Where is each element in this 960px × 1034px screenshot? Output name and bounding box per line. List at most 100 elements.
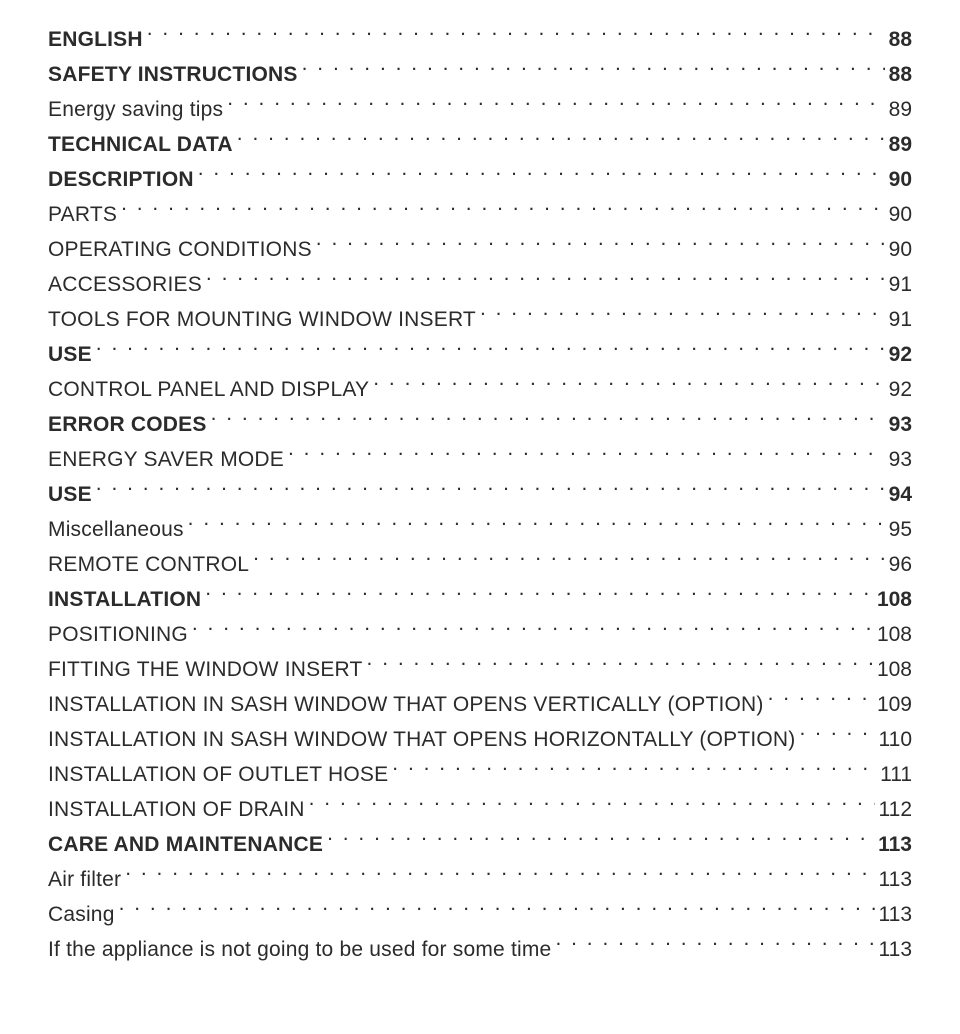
- toc-entry-page: 93: [889, 442, 912, 477]
- dot-leaders: [373, 375, 884, 396]
- toc-row: ERROR CODES 93: [48, 407, 912, 442]
- toc-entry-page: 112: [879, 792, 912, 827]
- toc-entry-page: 89: [889, 127, 912, 162]
- toc-row: PARTS 90: [48, 197, 912, 232]
- toc-row: Energy saving tips 89: [48, 92, 912, 127]
- toc-entry-label: Miscellaneous: [48, 512, 184, 547]
- toc-entry-label: ERROR CODES: [48, 407, 207, 442]
- toc-entry-label: CONTROL PANEL AND DISPLAY: [48, 372, 369, 407]
- dot-leaders: [367, 655, 873, 676]
- toc-entry-page: 94: [889, 477, 912, 512]
- toc-row: SAFETY INSTRUCTIONS 88: [48, 57, 912, 92]
- toc-entry-label: TOOLS FOR MOUNTING WINDOW INSERT: [48, 302, 476, 337]
- toc-entry-label: ACCESSORIES: [48, 267, 202, 302]
- toc-entry-page: 108: [877, 582, 912, 617]
- toc-row: INSTALLATION IN SASH WINDOW THAT OPENS H…: [48, 722, 912, 757]
- toc-entry-page: 89: [889, 92, 912, 127]
- toc-row: OPERATING CONDITIONS90: [48, 232, 912, 267]
- dot-leaders: [480, 305, 885, 326]
- toc-entry-page: 113: [879, 932, 912, 967]
- toc-row: USE 92: [48, 337, 912, 372]
- toc-row: USE 94: [48, 477, 912, 512]
- toc-row: CARE AND MAINTENANCE 113: [48, 827, 912, 862]
- toc-row: INSTALLATION OF DRAIN 112: [48, 792, 912, 827]
- toc-row: TECHNICAL DATA 89: [48, 127, 912, 162]
- dot-leaders: [147, 25, 885, 46]
- toc-row: ENERGY SAVER MODE 93: [48, 442, 912, 477]
- toc-row: Miscellaneous 95: [48, 512, 912, 547]
- dot-leaders: [121, 200, 885, 221]
- toc-row: REMOTE CONTROL 96: [48, 547, 912, 582]
- toc-entry-page: 95: [889, 512, 912, 547]
- toc-entry-page: 88: [889, 22, 912, 57]
- toc-entry-label: INSTALLATION OF OUTLET HOSE: [48, 757, 388, 792]
- toc-entry-page: 88: [889, 57, 912, 92]
- toc-entry-label: USE: [48, 337, 92, 372]
- toc-entry-page: 96: [889, 547, 912, 582]
- dot-leaders: [327, 830, 874, 851]
- toc-entry-label: Air filter: [48, 862, 121, 897]
- toc-row: ACCESSORIES 91: [48, 267, 912, 302]
- dot-leaders: [119, 900, 875, 921]
- dot-leaders: [555, 935, 874, 956]
- dot-leaders: [237, 130, 885, 151]
- toc-entry-label: Casing: [48, 897, 115, 932]
- toc-row: Air filter 113: [48, 862, 912, 897]
- dot-leaders: [253, 550, 884, 571]
- toc-entry-page: 91: [889, 302, 912, 337]
- toc-entry-label: REMOTE CONTROL: [48, 547, 249, 582]
- dot-leaders: [316, 235, 885, 256]
- toc-entry-label: ENERGY SAVER MODE: [48, 442, 284, 477]
- toc-entry-label: DESCRIPTION: [48, 162, 194, 197]
- dot-leaders: [227, 95, 884, 116]
- toc-row: FITTING THE WINDOW INSERT 108: [48, 652, 912, 687]
- toc-entry-label: USE: [48, 477, 92, 512]
- dot-leaders: [206, 270, 885, 291]
- dot-leaders: [392, 760, 876, 781]
- toc-entry-label: CARE AND MAINTENANCE: [48, 827, 323, 862]
- toc-entry-page: 111: [880, 757, 912, 792]
- dot-leaders: [188, 515, 885, 536]
- toc-entry-page: 90: [889, 197, 912, 232]
- toc-entry-page: 110: [879, 722, 912, 757]
- toc-entry-page: 90: [889, 232, 912, 267]
- dot-leaders: [125, 865, 874, 886]
- toc-row: INSTALLATION 108: [48, 582, 912, 617]
- toc-entry-page: 108: [877, 652, 912, 687]
- toc-row: INSTALLATION OF OUTLET HOSE 111: [48, 757, 912, 792]
- toc-entry-label: If the appliance is not going to be used…: [48, 932, 551, 967]
- toc-row: Casing 113: [48, 897, 912, 932]
- dot-leaders: [309, 795, 875, 816]
- toc-row: TOOLS FOR MOUNTING WINDOW INSERT 91: [48, 302, 912, 337]
- toc-entry-page: 91: [889, 267, 912, 302]
- toc-entry-label: POSITIONING: [48, 617, 188, 652]
- toc-entry-label: ENGLISH: [48, 22, 143, 57]
- toc-entry-page: 93: [889, 407, 912, 442]
- toc-entry-page: 113: [878, 827, 912, 862]
- toc-entry-label: Energy saving tips: [48, 92, 223, 127]
- toc-row: POSITIONING 108: [48, 617, 912, 652]
- toc-entry-label: SAFETY INSTRUCTIONS: [48, 57, 298, 92]
- toc-entry-page: 108: [877, 617, 912, 652]
- toc-row: ENGLISH 88: [48, 22, 912, 57]
- dot-leaders: [198, 165, 885, 186]
- dot-leaders: [768, 690, 873, 711]
- toc-entry-page: 92: [889, 337, 912, 372]
- toc-entry-page: 113: [879, 897, 912, 932]
- toc-entry-label: TECHNICAL DATA: [48, 127, 233, 162]
- dot-leaders: [211, 410, 885, 431]
- toc-entry-label: INSTALLATION: [48, 582, 201, 617]
- toc-row: INSTALLATION IN SASH WINDOW THAT OPENS V…: [48, 687, 912, 722]
- toc-entry-page: 113: [879, 862, 912, 897]
- dot-leaders: [302, 60, 885, 81]
- toc-entry-page: 90: [889, 162, 912, 197]
- toc-row: DESCRIPTION 90: [48, 162, 912, 197]
- dot-leaders: [799, 725, 874, 746]
- dot-leaders: [205, 585, 873, 606]
- toc-entry-label: PARTS: [48, 197, 117, 232]
- toc-entry-label: INSTALLATION IN SASH WINDOW THAT OPENS H…: [48, 722, 795, 757]
- toc-entry-label: FITTING THE WINDOW INSERT: [48, 652, 363, 687]
- dot-leaders: [192, 620, 873, 641]
- toc-entry-label: INSTALLATION OF DRAIN: [48, 792, 305, 827]
- toc-row: CONTROL PANEL AND DISPLAY92: [48, 372, 912, 407]
